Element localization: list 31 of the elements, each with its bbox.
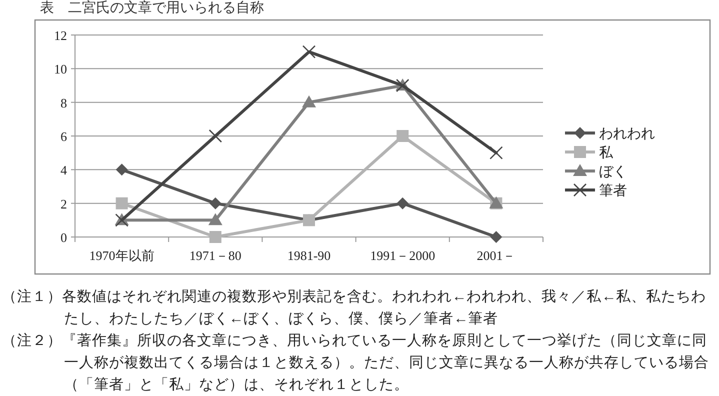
y-tick-label: 10 <box>54 62 67 77</box>
legend-label: 筆者 <box>599 183 627 199</box>
point <box>490 146 503 160</box>
point <box>116 197 128 210</box>
legend-label: われわれ <box>599 127 655 142</box>
chart-title: 表 二宮氏の文章で用いられる自称 <box>40 0 264 17</box>
point <box>396 130 409 142</box>
point <box>490 231 502 243</box>
point <box>208 213 222 226</box>
point <box>116 164 128 176</box>
y-tick-label: 4 <box>60 162 68 178</box>
point <box>302 95 316 108</box>
x-tick-label: 2001－ <box>476 248 516 263</box>
y-tick-label: 6 <box>60 129 68 144</box>
y-tick-label: 0 <box>60 230 67 245</box>
y-tick-label: 2 <box>60 196 67 212</box>
legend-label: 私 <box>599 145 614 161</box>
x-tick-label: 1991－2000 <box>370 248 436 263</box>
point <box>209 231 222 243</box>
point <box>302 45 316 58</box>
y-tick-label: 8 <box>60 95 67 110</box>
legend-label: ぼく <box>599 165 627 180</box>
x-tick-label: 1971－80 <box>189 248 242 263</box>
y-tick-label: 12 <box>54 28 67 43</box>
text: （注２）『著作集』所収の各文章につき、用いられている一人称を原則として一つ挙げた（同じ文章に同一人称が複数出てくる場合は１と数える）。ただ、同じ文章に異なる一人称が共存している場合（「筆者」と「私」など）は、それぞれ１とした。 <box>2 332 710 395</box>
point <box>396 197 409 210</box>
x-tick-label: 1981-90 <box>287 248 331 263</box>
point <box>208 129 222 143</box>
point <box>209 197 222 210</box>
text: （注１）各数値はそれぞれ関連の複数形や別表記を含む。われわれ←われわれ、我々／私←私、私たちわたし、わたしたち／ぼく←ぼく、ぼくら、僕、僕ら／筆者←筆者 <box>2 288 708 329</box>
x-tick-label: 1970年以前 <box>89 248 154 263</box>
